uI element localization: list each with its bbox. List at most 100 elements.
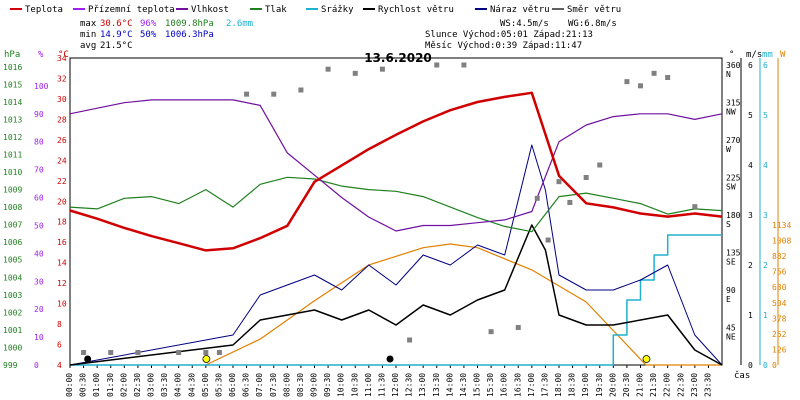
dir-unit: °	[729, 50, 734, 60]
wind-dir-point	[325, 66, 331, 72]
x-tick-45: 22:30	[676, 373, 685, 397]
hum-tick-2: 80	[34, 138, 44, 147]
wind-dir-point	[556, 179, 562, 185]
x-tick-18: 09:00	[310, 373, 319, 397]
info-sun: Slunce Východ:05:01 Západ:21:13	[425, 30, 593, 40]
dir-tick-5: W	[726, 145, 731, 154]
stats-avg-temp: 21.5°C	[100, 41, 133, 51]
wind-dir-point	[108, 350, 114, 355]
wind-dir-point	[488, 329, 494, 335]
solar-line	[205, 243, 722, 366]
x-tick-37: 18:30	[568, 373, 577, 397]
x-tick-1: 00:30	[79, 373, 88, 397]
hum-tick-1: 90	[34, 110, 44, 119]
solar-tick-4: 630	[772, 283, 787, 292]
temp-tick-9: 16	[57, 238, 67, 247]
wind-tick-6: 0	[748, 361, 753, 370]
legend-label-7: Směr větru	[567, 5, 621, 15]
dir-tick-8: 180	[726, 211, 741, 220]
hum-tick-3: 70	[34, 166, 44, 175]
x-tick-35: 17:30	[540, 373, 549, 397]
wind-tick-0: 6	[748, 61, 753, 70]
temperature-line	[69, 91, 723, 252]
legend-label-2: Vlhkost	[191, 5, 229, 15]
solar-tick-2: 882	[772, 252, 787, 261]
wind-dir-point	[135, 350, 141, 355]
press-tick-16: 1000	[3, 343, 22, 352]
temp-tick-12: 10	[57, 300, 67, 309]
x-tick-24: 12:00	[391, 373, 400, 397]
x-tick-32: 16:00	[500, 373, 509, 397]
dir-tick-13: E	[726, 295, 731, 304]
hum-tick-5: 50	[34, 221, 44, 230]
rain-tick-2: 4	[763, 161, 768, 170]
wind-dir-point	[352, 70, 358, 76]
x-tick-46: 23:00	[690, 373, 699, 397]
x-tick-44: 22:00	[663, 373, 672, 397]
x-tick-15: 07:30	[269, 373, 278, 397]
temp-tick-7: 20	[57, 197, 67, 206]
dir-tick-0: 360	[726, 61, 741, 70]
dir-tick-15: NE	[726, 333, 736, 342]
press-tick-9: 1007	[3, 221, 22, 230]
wind-unit: m/s	[746, 50, 762, 60]
temp-tick-0: 34	[57, 54, 67, 63]
press-tick-8: 1008	[3, 203, 22, 212]
hum-tick-4: 60	[34, 194, 44, 203]
humidity-line	[69, 99, 723, 232]
wind-tick-4: 2	[748, 261, 753, 270]
wind-dir-point	[216, 350, 222, 355]
plot-frame	[69, 57, 723, 366]
solar-tick-7: 252	[772, 330, 787, 339]
dir-tick-10: 135	[726, 249, 741, 258]
wind-dir-point	[597, 162, 603, 168]
x-tick-34: 17:00	[527, 373, 536, 397]
stats-min-label: min	[80, 30, 96, 40]
legend-label-3: Tlak	[265, 5, 287, 15]
dir-tick-7: SW	[726, 183, 736, 192]
x-tick-10: 05:00	[201, 373, 210, 397]
press-tick-15: 1001	[3, 326, 22, 335]
solar-tick-9: 0	[772, 361, 777, 370]
x-tick-7: 03:30	[160, 373, 169, 397]
wind-dir-point	[583, 175, 589, 180]
legend-label-5: Rychlost větru	[378, 5, 454, 15]
x-tick-28: 14:00	[445, 373, 454, 397]
stats-min-temp: 14.9°C	[100, 30, 133, 40]
rain-tick-1: 5	[763, 111, 768, 120]
dir-tick-14: 45	[726, 324, 736, 333]
wind-tick-5: 1	[748, 311, 753, 320]
x-tick-0: 00:00	[65, 373, 74, 397]
solar-tick-3: 756	[772, 268, 787, 277]
wind-dir-point	[244, 91, 250, 97]
press-tick-6: 1010	[3, 168, 22, 177]
wind-dir-point	[176, 350, 182, 355]
x-tick-6: 03:00	[147, 373, 156, 397]
wind-dir-point	[515, 325, 521, 330]
wind-dir-point	[638, 83, 643, 89]
stats-min-hum: 50%	[140, 30, 157, 40]
rain-tick-0: 6	[763, 61, 768, 70]
x-tick-39: 19:30	[595, 373, 604, 397]
press-tick-12: 1004	[3, 273, 22, 282]
x-tick-5: 02:30	[133, 373, 142, 397]
stats-max-rain: 2.6mm	[226, 19, 253, 29]
wind-dir-point	[534, 195, 540, 201]
x-tick-3: 01:30	[106, 373, 115, 397]
wind-dir-point	[271, 91, 277, 97]
stats-max-press: 1009.8hPa	[165, 19, 214, 29]
stats-max-label: max	[80, 19, 97, 29]
chart-title: 13.6.2020	[364, 51, 432, 65]
wind-speed-line	[69, 224, 723, 366]
x-tick-30: 15:00	[473, 373, 482, 397]
wind-dir-point	[545, 237, 551, 243]
dir-tick-1: N	[726, 70, 731, 79]
wind-dir-point	[379, 66, 385, 72]
x-tick-26: 13:00	[418, 373, 427, 397]
press-tick-11: 1005	[3, 256, 22, 265]
x-tick-25: 12:30	[405, 373, 414, 397]
x-tick-47: 23:30	[703, 373, 712, 397]
wind-dir-point	[665, 75, 671, 80]
temp-tick-8: 18	[57, 218, 67, 227]
